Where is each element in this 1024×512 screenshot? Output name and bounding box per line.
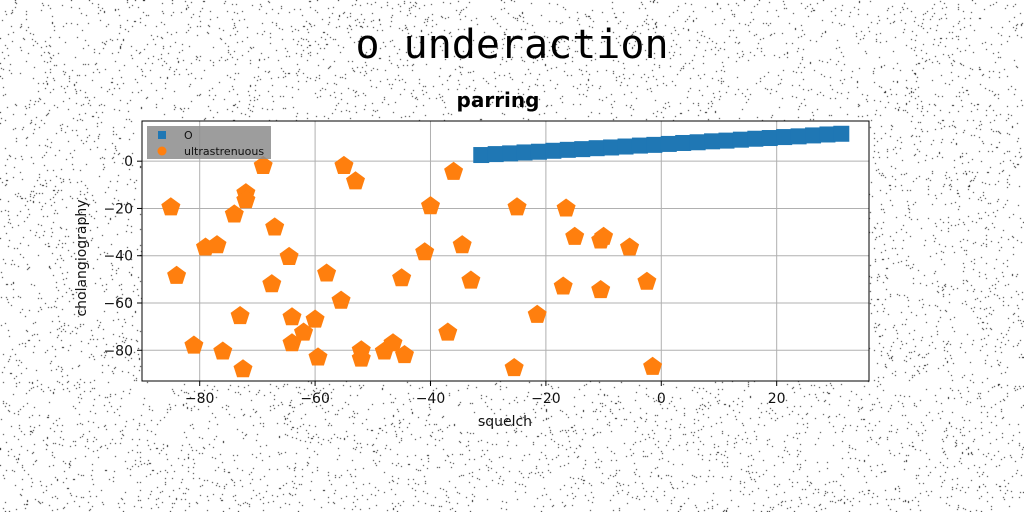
- y-tick-label: −60: [103, 296, 133, 312]
- data-point-pentagon: [395, 345, 414, 364]
- x-tick-label: −80: [185, 391, 215, 407]
- chart-title: parring: [457, 88, 540, 112]
- data-point-pentagon: [294, 322, 314, 341]
- data-point-square: [588, 140, 605, 157]
- series-0: [473, 125, 850, 164]
- data-point-pentagon: [308, 347, 328, 366]
- data-point-square: [732, 131, 749, 148]
- data-point-pentagon: [265, 217, 285, 236]
- data-point-pentagon: [167, 265, 187, 284]
- data-point-pentagon: [556, 198, 576, 217]
- data-point-pentagon: [305, 309, 325, 328]
- data-point-pentagon: [444, 161, 464, 180]
- data-point-square: [646, 136, 663, 153]
- grid-lines: [142, 121, 869, 381]
- legend-label-ultrastrenuous: ultrastrenuous: [184, 145, 264, 158]
- data-point-square: [502, 145, 519, 162]
- data-point-pentagon: [565, 226, 585, 245]
- data-point-square: [603, 139, 620, 156]
- data-point-pentagon: [233, 359, 253, 378]
- data-point-pentagon: [161, 197, 181, 216]
- data-point-square: [790, 128, 807, 145]
- axes-border: [141, 120, 870, 382]
- data-point-square: [487, 146, 504, 163]
- data-point-square: [675, 134, 692, 151]
- data-point-square: [805, 127, 822, 144]
- data-point-pentagon: [184, 335, 204, 354]
- axes-frame: [141, 120, 870, 382]
- figure-suptitle: o underaction: [355, 22, 669, 68]
- data-point-pentagon: [620, 237, 640, 256]
- data-point-pentagon: [507, 197, 527, 216]
- data-point-pentagon: [279, 246, 299, 265]
- data-point-pentagon: [383, 333, 403, 352]
- data-point-square: [718, 132, 735, 149]
- series-1: [161, 155, 663, 378]
- y-tick-label: 0: [124, 154, 133, 170]
- data-point-pentagon: [351, 348, 371, 367]
- data-point-square: [545, 142, 562, 159]
- data-point-pentagon: [504, 358, 524, 377]
- data-point-square: [530, 143, 547, 160]
- y-tick-label: −20: [103, 201, 133, 217]
- data-point-pentagon: [224, 204, 244, 223]
- data-point-square: [559, 141, 576, 158]
- legend-swatch-ultrastrenuous: [157, 146, 167, 156]
- data-point-square: [631, 137, 648, 154]
- y-axis-label: cholangiography: [74, 199, 90, 316]
- data-point-square: [761, 130, 778, 147]
- data-point-pentagon: [452, 235, 472, 254]
- data-point-pentagon: [262, 274, 282, 293]
- data-point-square: [819, 126, 836, 143]
- data-point-square: [617, 138, 634, 155]
- data-point-square: [776, 129, 793, 146]
- legend-swatch-o: [158, 131, 166, 139]
- data-point-pentagon: [594, 226, 614, 245]
- data-point-pentagon: [553, 276, 573, 295]
- data-point-pentagon: [207, 235, 227, 254]
- data-point-pentagon: [253, 155, 273, 174]
- x-tick-label: 20: [768, 391, 786, 407]
- data-point-pentagon: [213, 341, 233, 360]
- data-point-pentagon: [334, 155, 354, 174]
- data-point-pentagon: [236, 190, 256, 209]
- data-point-square: [574, 141, 591, 158]
- data-point-pentagon: [421, 196, 440, 215]
- data-point-pentagon: [346, 171, 365, 190]
- data-point-pentagon: [591, 280, 611, 299]
- data-point-square: [747, 130, 764, 147]
- data-point-pentagon: [415, 242, 435, 261]
- data-point-square: [704, 133, 721, 150]
- x-axis-label: squelch: [478, 414, 532, 430]
- y-tick-label: −80: [103, 343, 133, 359]
- data-point-pentagon: [461, 270, 481, 289]
- data-series: [161, 125, 850, 378]
- data-point-square: [473, 147, 490, 164]
- data-point-pentagon: [637, 271, 657, 290]
- x-tick-label: −20: [531, 391, 561, 407]
- data-point-pentagon: [392, 268, 412, 287]
- data-point-square: [516, 144, 533, 161]
- data-point-pentagon: [527, 304, 547, 323]
- x-tick-label: −60: [300, 391, 330, 407]
- data-point-pentagon: [317, 263, 337, 282]
- legend-label-o: O: [184, 129, 193, 142]
- x-tick-label: 0: [657, 391, 666, 407]
- axis-ticks: −80 −60 −40 −20 0 20 0 −20 −40 −60 −80: [103, 154, 785, 407]
- data-point-square: [833, 125, 850, 142]
- data-point-pentagon: [230, 306, 250, 325]
- data-point-square: [689, 134, 706, 151]
- data-point-pentagon: [331, 290, 351, 309]
- legend-box: [147, 126, 271, 159]
- x-tick-label: −40: [416, 391, 446, 407]
- data-point-square: [660, 135, 677, 152]
- legend: O ultrastrenuous: [147, 126, 271, 159]
- data-point-pentagon: [438, 322, 458, 341]
- data-point-pentagon: [643, 356, 663, 375]
- data-point-pentagon: [282, 307, 302, 326]
- y-tick-label: −40: [103, 249, 133, 265]
